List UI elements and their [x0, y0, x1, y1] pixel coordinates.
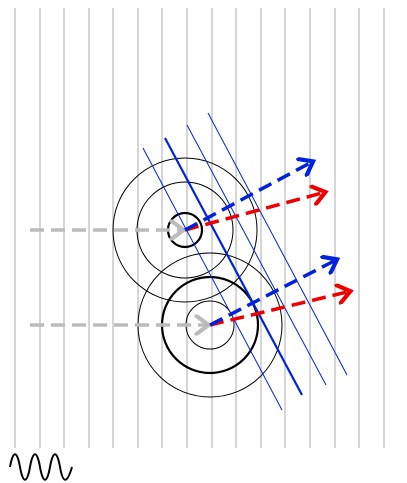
arrows	[30, 163, 347, 325]
grid-lines	[14, 8, 385, 448]
wavefronts	[142, 112, 348, 411]
wave-icon	[9, 453, 73, 481]
